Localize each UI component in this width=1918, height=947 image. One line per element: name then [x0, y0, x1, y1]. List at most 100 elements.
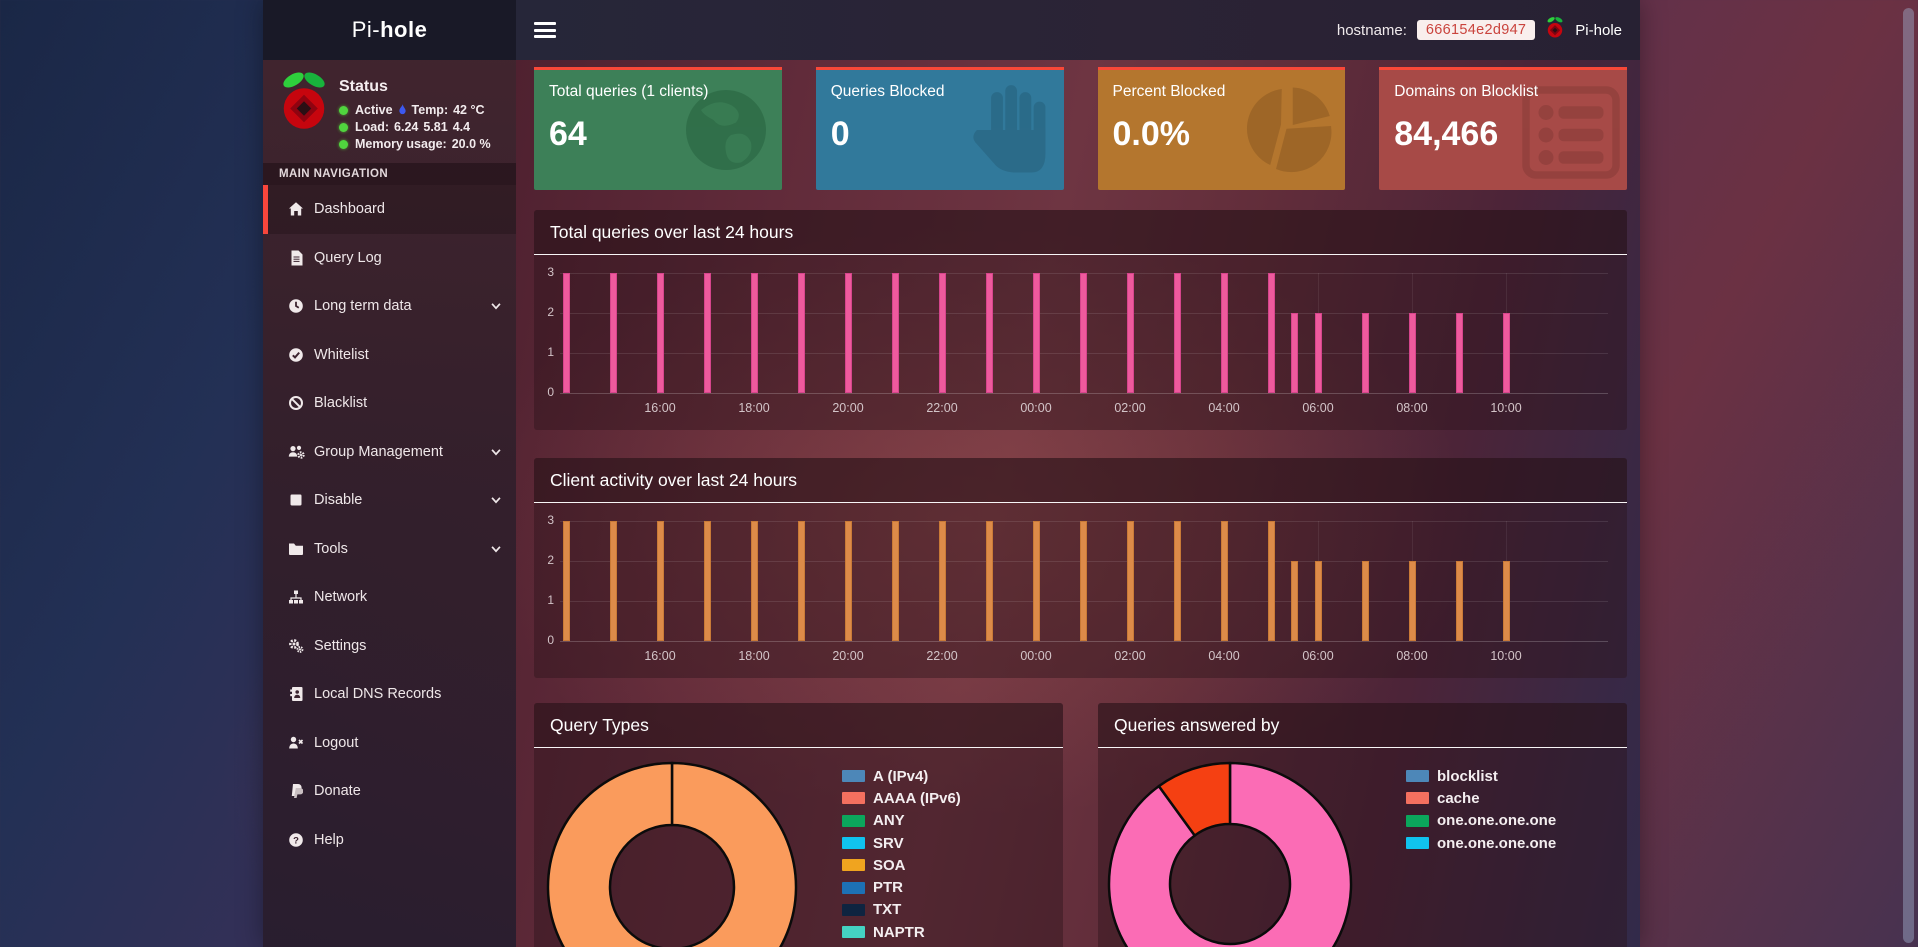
chart-bar: [985, 273, 993, 393]
brand-logo[interactable]: Pi-hole: [263, 0, 516, 60]
legend-swatch: [1406, 837, 1429, 850]
chevron-down-icon: [489, 445, 503, 464]
legend-item[interactable]: TXT: [842, 899, 961, 921]
chart-bar: [750, 273, 758, 393]
panel-header: Query Types: [534, 703, 1063, 748]
chart-bar: [844, 521, 852, 641]
chart-bar: [1455, 313, 1463, 393]
chart-bar: [1502, 561, 1510, 641]
pie-chart-icon: [1247, 87, 1332, 173]
chart-bar: [750, 521, 758, 641]
legend-item[interactable]: SOA: [842, 854, 961, 876]
svg-text:?: ?: [293, 835, 299, 846]
chart-bar: [1126, 521, 1134, 641]
status-load-row: Load: 6.24 5.81 4.4: [339, 120, 506, 134]
brand-bold: hole: [380, 17, 428, 42]
chart-bar: [1408, 313, 1416, 393]
check-circle-icon: [287, 347, 305, 363]
home-icon: [287, 201, 305, 217]
legend-swatch: [1406, 792, 1429, 805]
sidebar-item-dashboard[interactable]: Dashboard: [263, 185, 516, 234]
card-title: Percent Blocked: [1112, 83, 1226, 100]
chart-bar: [1079, 521, 1087, 641]
legend-label: blocklist: [1437, 767, 1498, 785]
chart-bar: [656, 273, 664, 393]
nav-section-label: MAIN NAVIGATION: [263, 163, 516, 185]
panel-header: Total queries over last 24 hours: [534, 210, 1627, 255]
chart-bar: [1361, 561, 1369, 641]
sidebar-item-donate[interactable]: Donate: [263, 767, 516, 816]
chart-bar: [703, 273, 711, 393]
status-ok-icon: [339, 122, 348, 132]
address-book-icon: [287, 686, 305, 702]
chart-bar: [609, 273, 617, 393]
sidebar-item-query-log[interactable]: Query Log: [263, 234, 516, 283]
legend-item[interactable]: SRV: [842, 832, 961, 854]
page-scrollbar[interactable]: [1903, 8, 1914, 943]
sidebar-item-settings[interactable]: Settings: [263, 622, 516, 671]
sidebar-item-blacklist[interactable]: Blacklist: [263, 379, 516, 428]
legend-item[interactable]: A (IPv4): [842, 765, 961, 787]
chevron-down-icon: [489, 542, 503, 561]
bottom-panels-row: Query Types A (IPv4) AAAA (IPv6) ANY SRV SOA…: [534, 703, 1627, 947]
legend-swatch: [842, 837, 865, 850]
legend-item[interactable]: blocklist: [1406, 765, 1556, 787]
legend-item[interactable]: ANY: [842, 810, 961, 832]
card-value: 64: [549, 115, 587, 153]
chart-bar: [891, 521, 899, 641]
chart-bar: [938, 273, 946, 393]
legend-swatch: [842, 770, 865, 783]
navbar-right: hostname: 666154e2d947 Pi-hole: [1337, 15, 1622, 45]
sidebar-item-disable[interactable]: Disable: [263, 476, 516, 525]
chart-bar: [985, 521, 993, 641]
sidebar-item-local-dns-records[interactable]: Local DNS Records: [263, 670, 516, 719]
hostname-value-badge: 666154e2d947: [1416, 20, 1536, 40]
sidebar-item-tools[interactable]: Tools: [263, 525, 516, 574]
card-value: 0.0%: [1112, 115, 1191, 153]
status-memory-row: Memory usage: 20.0 %: [339, 137, 506, 151]
sidebar-item-logout[interactable]: Logout: [263, 719, 516, 768]
legend-label: PTR: [873, 879, 903, 897]
panel-queries-answered-by: Queries answered by blocklist cache one.on…: [1098, 703, 1627, 947]
legend-item[interactable]: one.one.one.one: [1406, 832, 1556, 854]
chart-bar: [1291, 313, 1298, 393]
card-value: 84,466: [1394, 115, 1499, 153]
status-title: Status: [339, 78, 388, 95]
chart-bar: [1314, 561, 1322, 641]
chart-bar: [1455, 561, 1463, 641]
legend-swatch: [1406, 814, 1429, 827]
navbar-user-label[interactable]: Pi-hole: [1575, 21, 1622, 39]
sidebar-item-network[interactable]: Network: [263, 573, 516, 622]
sidebar-item-group-management[interactable]: Group Management: [263, 428, 516, 477]
top-navbar: Pi-hole hostname: 666154e2d947 Pi-ho: [263, 0, 1640, 60]
hostname-label: hostname:: [1336, 21, 1407, 39]
legend-swatch: [842, 926, 865, 939]
chart-bar: [1079, 273, 1087, 393]
legend-item[interactable]: NAPTR: [842, 921, 961, 943]
legend-label: ANY: [873, 812, 905, 830]
summary-cards: Total queries (1 clients) 64 Queries Blo…: [534, 67, 1627, 190]
legend-swatch: [842, 859, 865, 872]
panel-query-types: Query Types A (IPv4) AAAA (IPv6) ANY SRV SOA…: [534, 703, 1063, 947]
chart-bar: [1361, 313, 1369, 393]
pihole-logo-icon: [277, 68, 331, 139]
panel-title: Client activity over last 24 hours: [550, 469, 798, 490]
sidebar-item-long-term-data[interactable]: Long term data: [263, 282, 516, 331]
sidebar-toggle-icon[interactable]: [534, 22, 556, 38]
legend-item[interactable]: one.one.one.one: [1406, 810, 1556, 832]
card-title: Total queries (1 clients): [549, 83, 709, 100]
chart-bar: [1173, 273, 1181, 393]
chart-bar: [797, 273, 805, 393]
sidebar-item-whitelist[interactable]: Whitelist: [263, 331, 516, 380]
chart-bar: [1126, 273, 1134, 393]
sidebar-item-help[interactable]: ? Help: [263, 816, 516, 865]
temperature-flame-icon: [398, 104, 406, 115]
panel-title: Queries answered by: [1114, 714, 1280, 735]
legend-item[interactable]: cache: [1406, 787, 1556, 809]
question-circle-icon: ?: [287, 832, 305, 848]
navbar-main: hostname: 666154e2d947 Pi-hole: [516, 0, 1640, 60]
legend-item[interactable]: PTR: [842, 876, 961, 898]
folder-icon: [287, 541, 305, 557]
legend-item[interactable]: AAAA (IPv6): [842, 787, 961, 809]
